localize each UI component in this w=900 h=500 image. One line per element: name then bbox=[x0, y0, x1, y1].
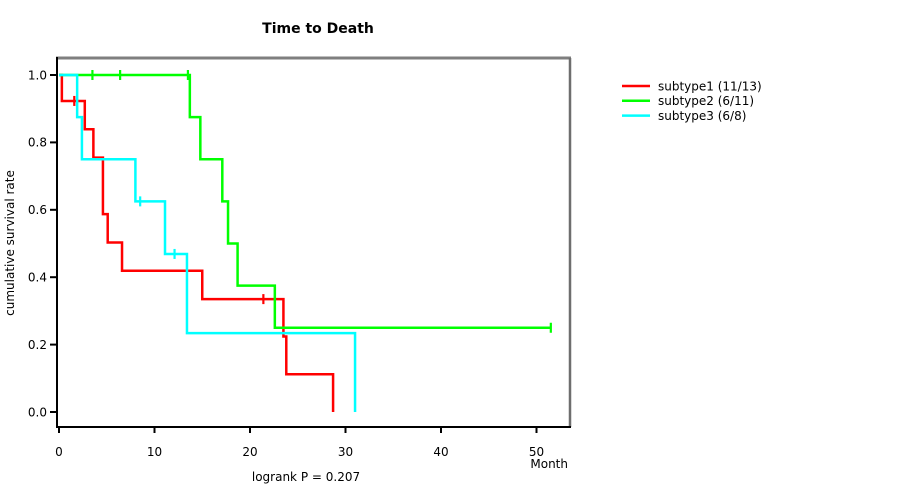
censor-ticks-subtype1 bbox=[73, 95, 265, 305]
legend-label: subtype3 (6/8) bbox=[658, 109, 746, 123]
chart-title: Time to Death bbox=[262, 21, 374, 37]
censor-ticks-subtype2 bbox=[91, 70, 552, 333]
y-axis-label: cumulative survival rate bbox=[3, 170, 17, 316]
x-tick-label: 40 bbox=[433, 445, 448, 459]
legend: subtype1 (11/13)subtype2 (6/11)subtype3 … bbox=[622, 79, 762, 123]
x-tick-label: 10 bbox=[147, 445, 162, 459]
survival-curve-subtype1 bbox=[59, 73, 335, 412]
x-tick-label: 30 bbox=[338, 445, 353, 459]
legend-entry-subtype2: subtype2 (6/11) bbox=[622, 94, 754, 108]
legend-entry-subtype3: subtype3 (6/8) bbox=[622, 109, 746, 123]
y-tick-label: 0.0 bbox=[28, 405, 47, 419]
survival-curves bbox=[59, 70, 552, 412]
survival-curve-subtype3 bbox=[59, 73, 357, 412]
logrank-annotation: logrank P = 0.207 bbox=[252, 470, 360, 484]
legend-entry-subtype1: subtype1 (11/13) bbox=[622, 79, 762, 93]
y-tick-label: 0.6 bbox=[28, 203, 47, 217]
y-tick-label: 0.8 bbox=[28, 136, 47, 150]
x-axis-label: Month bbox=[530, 457, 568, 471]
legend-label: subtype2 (6/11) bbox=[658, 94, 754, 108]
axes: 0 10 20 30 40 50 0.0 0.2 0.4 0.6 0.8 1.0 bbox=[28, 68, 544, 459]
legend-label: subtype1 (11/13) bbox=[658, 79, 762, 93]
x-tick-label: 0 bbox=[55, 445, 63, 459]
y-tick-label: 1.0 bbox=[28, 68, 47, 82]
survival-curve-subtype2 bbox=[59, 73, 551, 329]
y-tick-label: 0.2 bbox=[28, 338, 47, 352]
x-tick-label: 20 bbox=[242, 445, 257, 459]
plot-box bbox=[56, 56, 572, 428]
y-tick-label: 0.4 bbox=[28, 271, 47, 285]
x-tick-label: 50 bbox=[529, 445, 544, 459]
censor-ticks-subtype3 bbox=[139, 196, 176, 259]
